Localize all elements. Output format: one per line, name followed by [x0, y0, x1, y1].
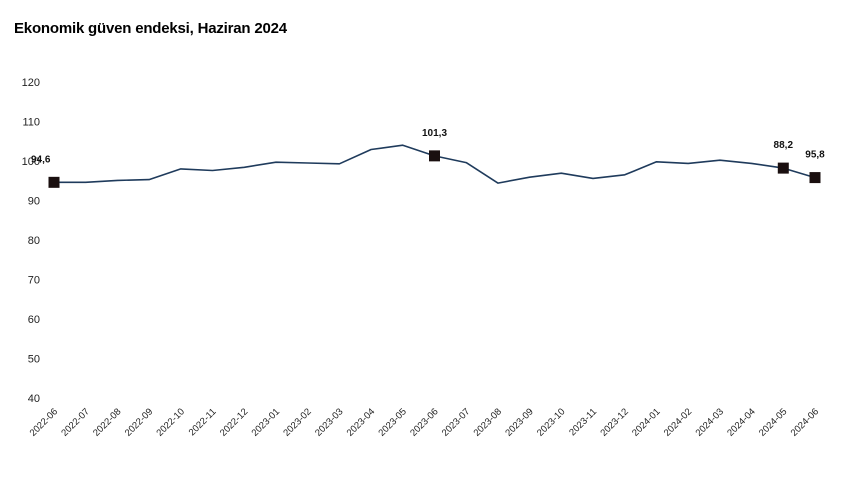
y-tick-label: 100 [22, 156, 40, 168]
x-tick-label: 2024-03 [694, 406, 726, 438]
chart-title: Ekonomik güven endeksi, Haziran 2024 [14, 20, 287, 37]
data-labels: 94,6 101,3 88,2 95,8 [31, 128, 825, 165]
x-tick-label: 2023-04 [345, 406, 377, 438]
x-tick-label: 2022-09 [123, 406, 155, 438]
data-point-marker [429, 150, 440, 162]
data-point-marker [48, 176, 60, 188]
x-tick-label: 2024-01 [630, 406, 662, 438]
x-tick-label: 2023-09 [503, 406, 535, 438]
x-tick-label: 2023-05 [376, 406, 408, 438]
x-tick-label: 2023-11 [567, 406, 599, 438]
series-markers [48, 150, 821, 188]
x-tick-label: 2023-01 [250, 406, 282, 438]
y-tick-label: 80 [28, 235, 40, 247]
y-tick-label: 110 [22, 117, 40, 129]
data-label: 88,2 [774, 140, 794, 151]
x-tick-label: 2022-12 [218, 406, 250, 438]
y-tick-label: 60 [28, 314, 40, 326]
x-tick-label: 2024-06 [789, 406, 821, 438]
x-tick-label: 2023-06 [408, 406, 440, 438]
y-tick-label: 120 [22, 77, 40, 89]
y-axis-ticks: 40 50 60 70 80 90 100 110 120 [22, 77, 40, 405]
x-tick-label: 2024-05 [757, 406, 789, 438]
y-tick-label: 90 [28, 196, 40, 208]
x-tick-label: 2023-02 [281, 406, 313, 438]
data-label: 95,8 [805, 150, 825, 161]
x-tick-label: 2023-07 [440, 406, 472, 438]
data-point-marker [777, 162, 789, 174]
x-tick-label: 2023-08 [472, 406, 504, 438]
x-tick-label: 2022-06 [28, 406, 60, 438]
x-tick-label: 2024-02 [662, 406, 694, 438]
x-tick-label: 2023-10 [535, 406, 567, 438]
y-tick-label: 70 [28, 275, 40, 287]
x-tick-label: 2022-08 [91, 406, 123, 438]
data-label: 94,6 [31, 154, 51, 165]
x-tick-label: 2023-03 [313, 406, 345, 438]
data-label: 101,3 [422, 128, 447, 139]
x-tick-label: 2024-04 [725, 406, 757, 438]
y-tick-label: 50 [28, 354, 40, 366]
x-tick-label: 2022-07 [59, 406, 91, 438]
x-tick-label: 2022-10 [155, 406, 187, 438]
x-tick-label: 2022-11 [187, 406, 219, 438]
x-tick-label: 2023-12 [598, 406, 630, 438]
data-point-marker [809, 172, 821, 184]
x-axis-ticks: 2022-06 2022-07 2022-08 2022-09 2022-10 2022-… [28, 406, 821, 438]
y-tick-label: 40 [28, 393, 40, 405]
